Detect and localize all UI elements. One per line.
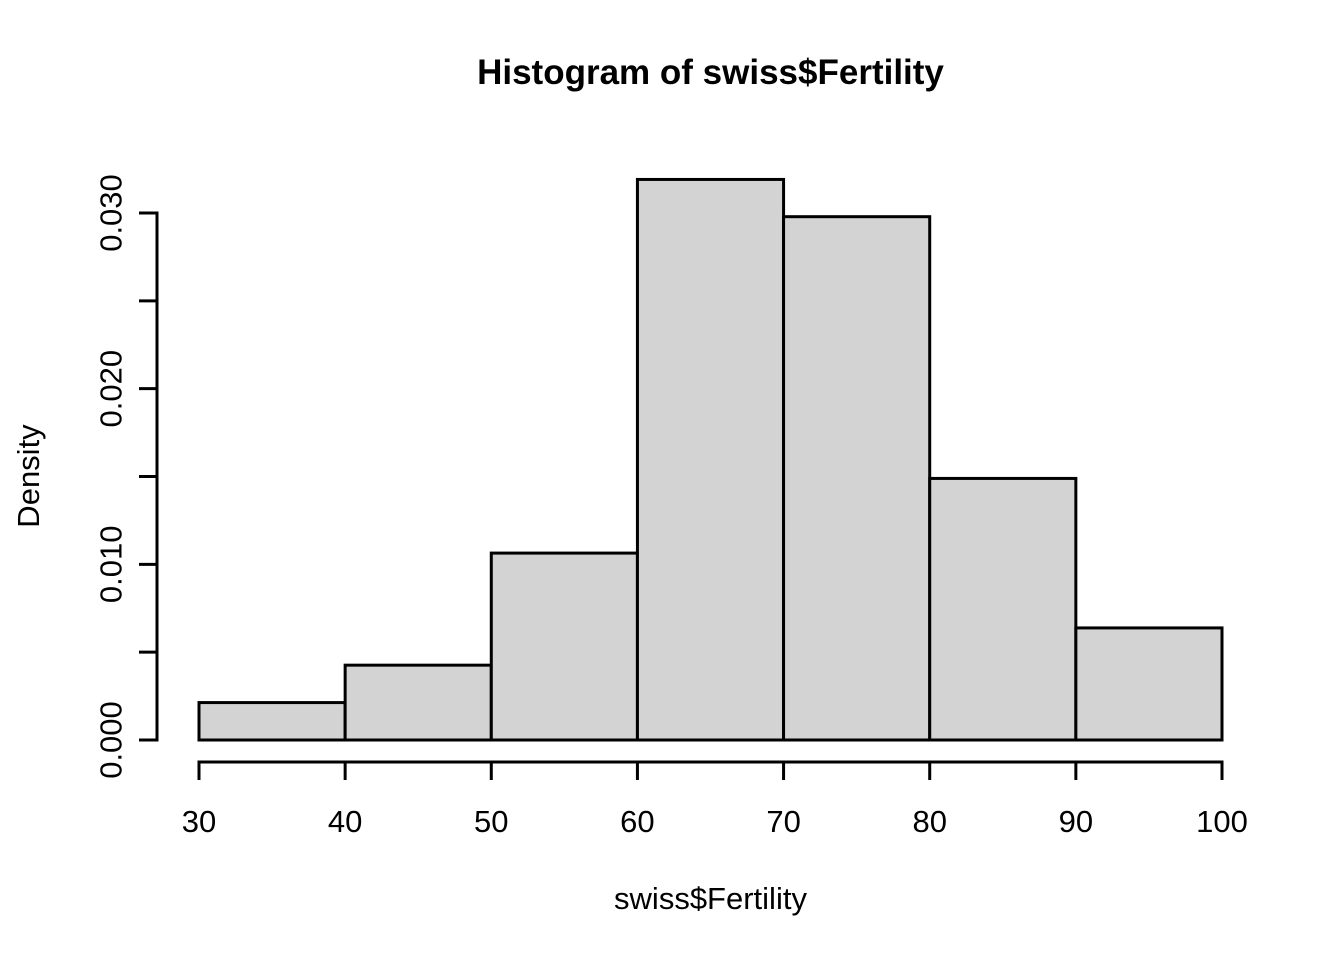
x-tick-label: 30 bbox=[182, 804, 216, 839]
histogram-bar bbox=[782, 215, 932, 742]
x-tick-label: 90 bbox=[1059, 804, 1093, 839]
y-tick-label: 0.030 bbox=[94, 174, 129, 252]
y-axis-label: Density bbox=[11, 424, 46, 528]
x-tick-label: 80 bbox=[912, 804, 946, 839]
x-tick-label: 100 bbox=[1196, 804, 1248, 839]
chart-title: Histogram of swiss$Fertility bbox=[477, 53, 944, 92]
histogram-bar bbox=[928, 476, 1078, 742]
x-tick-label: 70 bbox=[766, 804, 800, 839]
histogram-bar bbox=[197, 701, 347, 742]
x-axis-label: swiss$Fertility bbox=[614, 881, 807, 916]
histogram-bar bbox=[635, 177, 786, 742]
x-tick-label: 60 bbox=[620, 804, 654, 839]
histogram-bar bbox=[343, 663, 493, 742]
x-tick-label: 40 bbox=[328, 804, 362, 839]
y-tick-label: 0.000 bbox=[94, 701, 129, 779]
y-tick-label: 0.020 bbox=[94, 350, 129, 428]
x-tick-label: 50 bbox=[474, 804, 508, 839]
histogram-bar bbox=[1074, 626, 1224, 742]
y-tick-label: 0.010 bbox=[94, 526, 129, 604]
histogram-bar bbox=[489, 551, 639, 742]
